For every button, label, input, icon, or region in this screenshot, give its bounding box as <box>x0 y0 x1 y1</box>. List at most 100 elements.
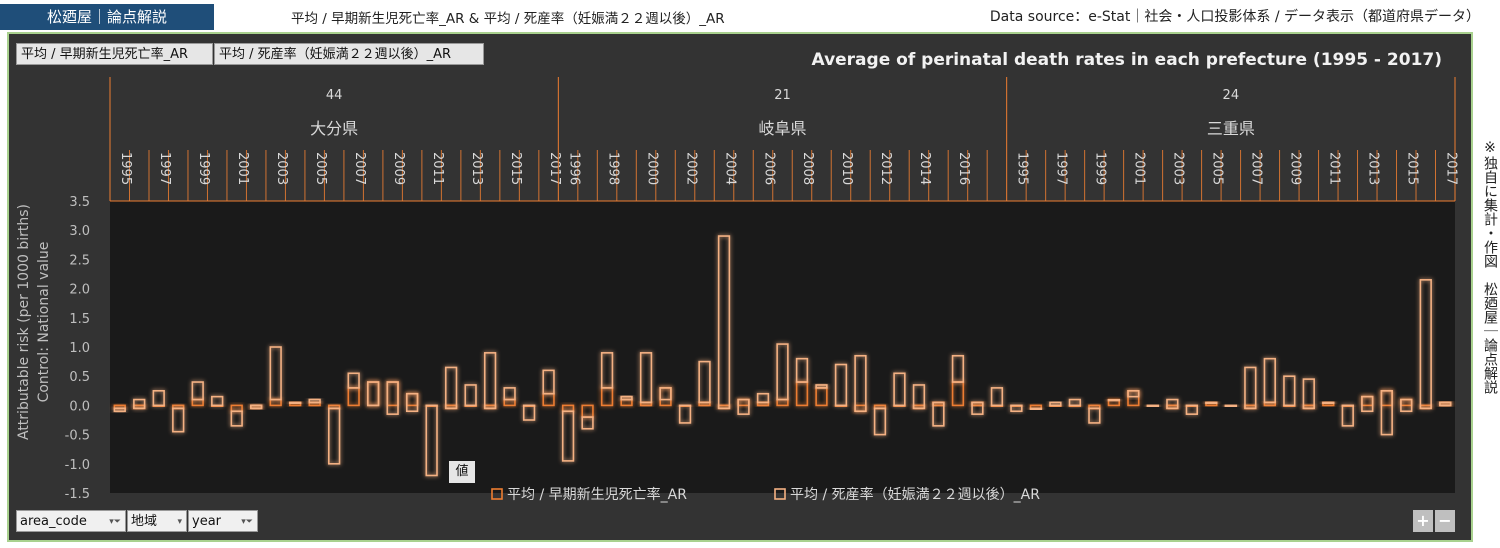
y-tick-label: 0.5 <box>69 370 90 385</box>
bar-series2 <box>620 395 633 401</box>
y-tick-label: 3.5 <box>69 195 90 210</box>
y-tick-label: 1.5 <box>69 312 90 327</box>
bar-series2 <box>405 392 419 413</box>
year-tick-label: 2011 <box>1327 152 1342 185</box>
bar-series2 <box>815 384 828 389</box>
bar-series2 <box>366 381 380 407</box>
bar-series2 <box>308 398 321 404</box>
filter-area-code-label: area_code <box>20 514 87 529</box>
legend-label-series1: 平均 / 早期新生児死亡率_AR <box>507 486 687 503</box>
side-note: ※独自に集計・作図 松廼屋｜論点解説 <box>1482 140 1498 394</box>
bar-series2 <box>1400 398 1413 413</box>
bar-series2 <box>854 354 867 413</box>
y-tick-label: 2.0 <box>69 283 90 298</box>
bar-series2 <box>152 389 165 407</box>
bar-series2 <box>1010 404 1023 413</box>
y-tick-label: -1.0 <box>65 458 90 473</box>
region-label: 大分県 <box>310 119 358 138</box>
bar-series2 <box>893 372 906 407</box>
bar-series2 <box>932 401 945 427</box>
legend-label-series2: 平均 / 死産率（妊娠満２２週以後）_AR <box>790 486 1040 503</box>
bar-series2 <box>211 395 224 407</box>
bar-series2 <box>717 235 731 410</box>
bar-series2 <box>113 407 126 413</box>
region-label: 三重県 <box>1207 119 1255 138</box>
bar-series2 <box>133 398 146 410</box>
bar-series2 <box>834 363 848 407</box>
bar-series2 <box>1205 401 1218 405</box>
bar-series2 <box>250 404 263 410</box>
year-tick-label: 2016 <box>956 152 971 185</box>
bar-series2 <box>971 401 984 415</box>
year-tick-label: 1999 <box>1093 152 1108 185</box>
bar-series2 <box>1049 401 1062 407</box>
year-tick-label: 1996 <box>566 152 581 185</box>
year-tick-label: 2013 <box>469 152 484 185</box>
value-button-stillbirth[interactable]: 平均 / 死産率（妊娠満２２週以後）_AR <box>214 43 484 65</box>
year-tick-label: 2005 <box>1210 152 1225 185</box>
chevron-down-icon: ▾ <box>177 517 182 527</box>
bar-series2 <box>483 352 497 410</box>
bar-series2 <box>269 346 282 401</box>
bar-series2 <box>912 384 926 410</box>
bar-series2 <box>191 381 204 401</box>
filter-icon: ▾⏷ <box>109 517 121 527</box>
bar-series2 <box>776 343 789 401</box>
year-tick-label: 2002 <box>683 152 698 185</box>
year-tick-label: 1997 <box>1054 152 1069 185</box>
bar-series2 <box>1068 398 1082 407</box>
year-tick-label: 2012 <box>878 152 893 185</box>
bar-series2 <box>1322 401 1335 405</box>
y-tick-label: 2.5 <box>69 253 90 268</box>
bar-series2 <box>1263 357 1276 404</box>
bar-series2 <box>951 354 965 383</box>
area-code-label: 24 <box>1223 88 1240 103</box>
year-tick-label: 2005 <box>313 152 328 185</box>
bar-series2 <box>1302 378 1315 410</box>
bar-series2 <box>503 387 516 401</box>
year-tick-label: 2001 <box>1132 152 1147 185</box>
bar-series2 <box>1127 389 1140 398</box>
filter-year[interactable]: year ▾⏷ <box>188 510 258 532</box>
brand-label: 松廼屋｜論点解説 <box>0 4 214 30</box>
expand-button[interactable]: + <box>1413 510 1433 532</box>
value-button-early-neonatal[interactable]: 平均 / 早期新生児死亡率_AR <box>16 43 213 65</box>
bar-series2 <box>659 387 672 401</box>
plot-area <box>110 201 1455 493</box>
series-title: 平均 / 早期新生児死亡率_AR & 平均 / 死産率（妊娠満２２週以後）_AR <box>291 11 725 27</box>
year-tick-label: 2017 <box>547 152 562 185</box>
y-axis-label-2: Control: National value <box>36 242 52 403</box>
year-tick-label: 2014 <box>917 152 932 185</box>
top-bar: 松廼屋｜論点解説 平均 / 早期新生児死亡率_AR & 平均 / 死産率（妊娠満… <box>0 0 1500 32</box>
bar-series2 <box>542 369 555 395</box>
filter-area-code[interactable]: area_code ▾⏷ <box>16 510 126 532</box>
filter-region[interactable]: 地域 ▾ <box>127 510 187 532</box>
year-tick-label: 2009 <box>391 152 406 185</box>
year-tick-label: 2013 <box>1366 152 1381 185</box>
bar-series2 <box>1146 404 1160 408</box>
year-tick-label: 1997 <box>157 152 172 185</box>
bar-series2 <box>1185 404 1199 415</box>
bar-series2 <box>1419 279 1432 410</box>
bar-series2 <box>990 387 1004 407</box>
area-code-label: 21 <box>774 88 791 103</box>
bar-series2 <box>464 384 477 407</box>
year-tick-label: 1999 <box>196 152 211 185</box>
year-tick-label: 2008 <box>800 152 815 185</box>
y-tick-label: 3.0 <box>69 224 90 239</box>
bar-series2 <box>639 352 653 404</box>
bar-series2 <box>1439 401 1452 407</box>
bar-series2 <box>1283 375 1296 407</box>
value-field-tag[interactable]: 値 <box>449 461 475 483</box>
bar-series2 <box>1107 398 1121 402</box>
year-tick-label: 2015 <box>1405 152 1420 185</box>
bar-series2 <box>698 360 711 404</box>
y-tick-label: 0.0 <box>69 399 90 414</box>
bar-series2 <box>756 392 770 404</box>
year-tick-label: 2006 <box>761 152 776 185</box>
collapse-button[interactable]: − <box>1435 510 1455 532</box>
bar-series2 <box>522 404 536 421</box>
region-label: 岐阜県 <box>758 119 806 138</box>
chart-title: Average of perinatal death rates in each… <box>811 50 1442 70</box>
